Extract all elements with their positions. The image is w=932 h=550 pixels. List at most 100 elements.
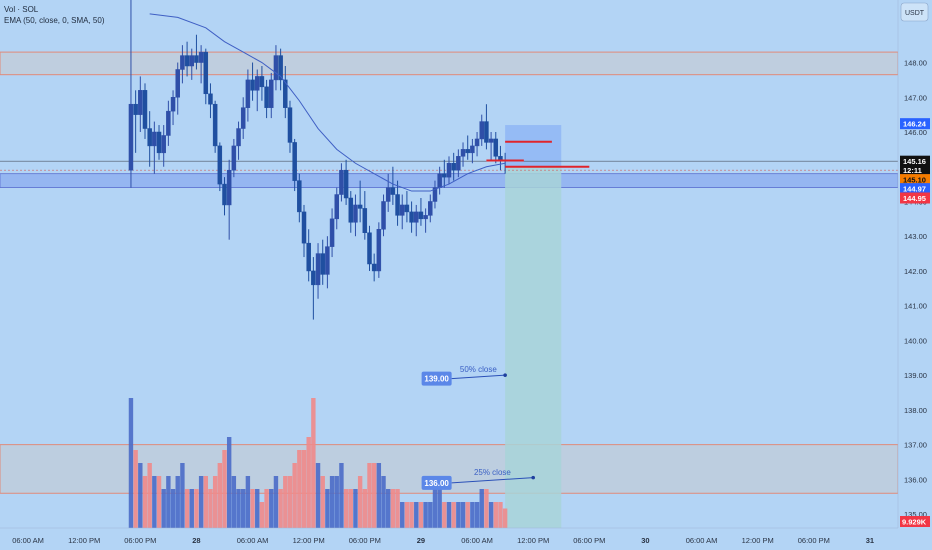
candle[interactable] bbox=[250, 62, 255, 101]
candle[interactable] bbox=[287, 100, 293, 153]
candle[interactable] bbox=[231, 138, 237, 178]
candle[interactable] bbox=[404, 191, 410, 223]
candle[interactable] bbox=[301, 204, 307, 258]
x-tick-label: 06:00 PM bbox=[349, 536, 381, 545]
volume-bar bbox=[446, 502, 452, 528]
candle[interactable] bbox=[423, 208, 428, 233]
candle[interactable] bbox=[226, 159, 232, 240]
candle[interactable] bbox=[353, 194, 358, 237]
y-tick-label: 138.00 bbox=[904, 406, 927, 415]
candle[interactable] bbox=[399, 194, 405, 230]
candle[interactable] bbox=[180, 45, 185, 84]
candle[interactable] bbox=[470, 138, 475, 164]
candle[interactable] bbox=[484, 104, 489, 150]
candle[interactable] bbox=[194, 34, 199, 70]
candle[interactable] bbox=[147, 111, 152, 167]
candle[interactable] bbox=[451, 152, 456, 181]
candle[interactable] bbox=[208, 83, 213, 119]
candle[interactable] bbox=[128, 0, 134, 188]
candle[interactable] bbox=[264, 79, 269, 119]
candle[interactable] bbox=[306, 229, 311, 282]
candle[interactable] bbox=[212, 100, 218, 153]
candle[interactable] bbox=[325, 236, 330, 289]
candle[interactable] bbox=[371, 253, 377, 282]
candle[interactable] bbox=[343, 159, 349, 205]
candle[interactable] bbox=[479, 114, 484, 146]
candle[interactable] bbox=[175, 62, 180, 115]
volume-bar bbox=[456, 502, 461, 528]
candle[interactable] bbox=[390, 166, 396, 205]
candle[interactable] bbox=[142, 83, 148, 139]
candle[interactable] bbox=[161, 125, 166, 167]
candle[interactable] bbox=[493, 132, 499, 164]
candle[interactable] bbox=[236, 121, 241, 160]
candle[interactable] bbox=[222, 177, 227, 216]
candle[interactable] bbox=[414, 204, 419, 237]
candle[interactable] bbox=[259, 66, 265, 101]
candle[interactable] bbox=[292, 138, 297, 192]
candle[interactable] bbox=[474, 132, 480, 157]
candle[interactable] bbox=[273, 45, 279, 91]
candle[interactable] bbox=[376, 222, 382, 278]
candle[interactable] bbox=[278, 48, 283, 91]
candle[interactable] bbox=[152, 121, 157, 174]
volume-bar bbox=[161, 489, 166, 528]
candle[interactable] bbox=[362, 191, 368, 240]
time-axis[interactable]: 06:00 AM 12:00 PM 06:00 PM 28 06:00 AM 12:00 … bbox=[0, 527, 898, 545]
candle[interactable] bbox=[418, 198, 424, 226]
candle[interactable] bbox=[320, 239, 325, 285]
candle[interactable] bbox=[428, 194, 433, 223]
candle[interactable] bbox=[240, 97, 246, 139]
candle[interactable] bbox=[465, 135, 470, 160]
candle[interactable] bbox=[133, 90, 138, 153]
volume-bar bbox=[376, 463, 382, 528]
candle[interactable] bbox=[315, 243, 321, 299]
candle[interactable] bbox=[348, 191, 354, 233]
candle[interactable] bbox=[245, 69, 251, 122]
candle[interactable] bbox=[217, 142, 223, 192]
candle[interactable] bbox=[184, 41, 190, 77]
candle[interactable] bbox=[456, 149, 461, 178]
candle[interactable] bbox=[156, 125, 162, 160]
candle[interactable] bbox=[381, 194, 386, 237]
candle[interactable] bbox=[460, 142, 466, 167]
candle[interactable] bbox=[138, 76, 143, 132]
currency-box[interactable] bbox=[900, 2, 929, 22]
candle[interactable] bbox=[395, 180, 400, 226]
candle[interactable] bbox=[297, 173, 302, 223]
candle[interactable] bbox=[269, 72, 274, 119]
candle[interactable] bbox=[170, 90, 176, 126]
candle[interactable] bbox=[329, 208, 335, 258]
annotation[interactable]: 139.00 50% close bbox=[421, 365, 507, 386]
candle[interactable] bbox=[385, 173, 391, 212]
candle[interactable] bbox=[339, 163, 344, 202]
candle[interactable] bbox=[367, 225, 372, 271]
volume-bar bbox=[390, 489, 396, 528]
candle[interactable] bbox=[488, 132, 494, 160]
resistance-zone[interactable] bbox=[0, 51, 899, 76]
price-axis[interactable]: 135.00 136.00 137.00 138.00 139.00 140.00 141.… bbox=[897, 0, 932, 550]
candle[interactable] bbox=[283, 66, 288, 119]
candle[interactable] bbox=[446, 156, 452, 185]
candle[interactable] bbox=[189, 48, 195, 80]
annotation[interactable]: 136.00 25% close bbox=[421, 468, 535, 490]
volume-bar bbox=[128, 398, 134, 528]
volume-bar bbox=[395, 489, 400, 528]
candle[interactable] bbox=[409, 201, 414, 233]
candle[interactable] bbox=[432, 180, 438, 209]
candle[interactable] bbox=[311, 257, 316, 320]
x-tick-label: 12:00 PM bbox=[742, 536, 774, 545]
candle[interactable] bbox=[334, 187, 339, 230]
volume-label-text: 9.929K bbox=[902, 518, 927, 527]
volume-bar bbox=[255, 489, 260, 528]
volume-bar bbox=[287, 476, 293, 528]
target-area[interactable] bbox=[505, 166, 562, 528]
candle[interactable] bbox=[357, 180, 363, 223]
candle[interactable] bbox=[442, 159, 447, 188]
candle[interactable] bbox=[254, 69, 260, 112]
candle[interactable] bbox=[203, 48, 209, 105]
candle[interactable] bbox=[166, 100, 171, 146]
volume-bar bbox=[264, 489, 269, 528]
candle[interactable] bbox=[198, 45, 204, 84]
